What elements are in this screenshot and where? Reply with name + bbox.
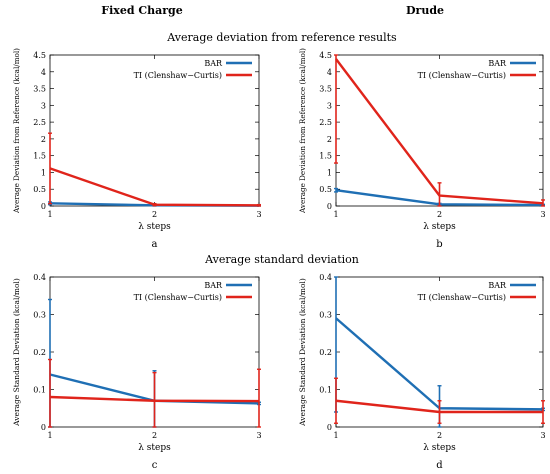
x-tick-label: 3 — [256, 431, 261, 440]
legend-label-ti: TI (Clenshaw−Curtis) — [418, 71, 506, 80]
col-title-fixed-charge: Fixed Charge — [101, 4, 182, 17]
x-tick-label: 2 — [152, 210, 157, 219]
ti-series-line — [335, 399, 543, 414]
y-axis-label: Average Deviation from Reference (kcal/m… — [298, 48, 307, 214]
y-tick-label: 1 — [41, 168, 46, 177]
legend-label-ti: TI (Clenshaw−Curtis) — [134, 293, 222, 302]
y-tick-label: 2 — [327, 135, 332, 144]
x-tick-label: 2 — [437, 431, 442, 440]
x-tick-label: 3 — [540, 210, 545, 219]
y-tick-label: 3.5 — [319, 85, 332, 94]
x-tick-label: 1 — [47, 431, 52, 440]
y-tick-label: 0.2 — [33, 348, 46, 357]
y-tick-label: 3.5 — [33, 85, 46, 94]
y-tick-label: 0 — [41, 423, 46, 432]
y-tick-label: 0.4 — [319, 273, 332, 282]
row-title-std: Average standard deviation — [204, 253, 359, 266]
y-tick-label: 0.3 — [319, 311, 332, 320]
y-tick-label: 4 — [41, 68, 46, 77]
y-tick-label: 0.2 — [319, 348, 332, 357]
y-tick-label: 3 — [327, 101, 332, 110]
x-tick-label: 2 — [437, 210, 442, 219]
y-tick-label: 2.5 — [319, 118, 332, 127]
y-axis-label: Average Deviation from Reference (kcal/m… — [12, 48, 21, 214]
legend-label-bar: BAR — [204, 281, 223, 290]
y-tick-label: 0.1 — [319, 386, 332, 395]
y-tick-label: 0.5 — [33, 185, 46, 194]
panel-label: a — [152, 239, 158, 250]
y-tick-label: 2 — [41, 135, 46, 144]
x-tick-label: 3 — [540, 431, 545, 440]
legend-label-bar: BAR — [488, 281, 507, 290]
panel-label: c — [152, 460, 158, 471]
x-tick-label: 3 — [256, 210, 261, 219]
panel-a: 0 0.5 1 1.5 2 2.5 3 3.5 4 4.5 1 2 3 λ steps Average De… — [12, 48, 262, 250]
y-tick-label: 2.5 — [33, 118, 46, 127]
y-tick-label: 0 — [327, 202, 332, 211]
col-title-drude: Drude — [406, 4, 444, 17]
y-tick-label: 0.1 — [33, 386, 46, 395]
y-tick-label: 4.5 — [33, 51, 46, 60]
y-tick-label: 4 — [327, 68, 332, 77]
y-tick-label: 1 — [327, 168, 332, 177]
x-axis-label: λ steps — [423, 443, 456, 453]
y-tick-label: 3 — [41, 101, 46, 110]
y-tick-label: 0.4 — [33, 273, 46, 282]
legend-label-bar: BAR — [488, 59, 507, 68]
panel-label: b — [436, 239, 442, 250]
y-tick-label: 0.3 — [33, 311, 46, 320]
ti-series-line — [49, 395, 260, 403]
legend-label-ti: TI (Clenshaw−Curtis) — [134, 71, 222, 80]
legend-label-bar: BAR — [204, 59, 223, 68]
y-tick-label: 0.5 — [319, 185, 332, 194]
y-tick-label: 0 — [327, 423, 332, 432]
x-axis-label: λ steps — [138, 443, 171, 453]
x-axis-label: λ steps — [423, 222, 456, 232]
y-tick-label: 0 — [41, 202, 46, 211]
y-tick-label: 1.5 — [33, 152, 46, 161]
x-tick-label: 1 — [333, 210, 338, 219]
ti-series-line — [335, 58, 544, 205]
panel-c: 0 0.1 0.2 0.3 0.4 1 2 3 λ steps Average Standard … — [12, 273, 262, 471]
panel-b: 0 0.5 1 1.5 2 2.5 3 3.5 4 4.5 1 2 3 λ steps Average De… — [298, 48, 546, 250]
ti-series-line — [49, 167, 260, 207]
row-title-deviation: Average deviation from reference results — [166, 31, 397, 44]
x-tick-label: 2 — [152, 431, 157, 440]
legend-label-ti: TI (Clenshaw−Curtis) — [418, 293, 506, 302]
y-tick-label: 1.5 — [319, 152, 332, 161]
panel-d: 0 0.1 0.2 0.3 0.4 1 2 3 λ steps Average Standard … — [298, 273, 546, 471]
y-axis-label: Average Standard Deviation (kcal/mol) — [298, 278, 307, 427]
y-axis-label: Average Standard Deviation (kcal/mol) — [12, 278, 21, 427]
panel-label: d — [436, 460, 443, 471]
x-axis-label: λ steps — [138, 222, 171, 232]
y-tick-label: 4.5 — [319, 51, 332, 60]
x-tick-label: 1 — [47, 210, 52, 219]
x-tick-label: 1 — [333, 431, 338, 440]
